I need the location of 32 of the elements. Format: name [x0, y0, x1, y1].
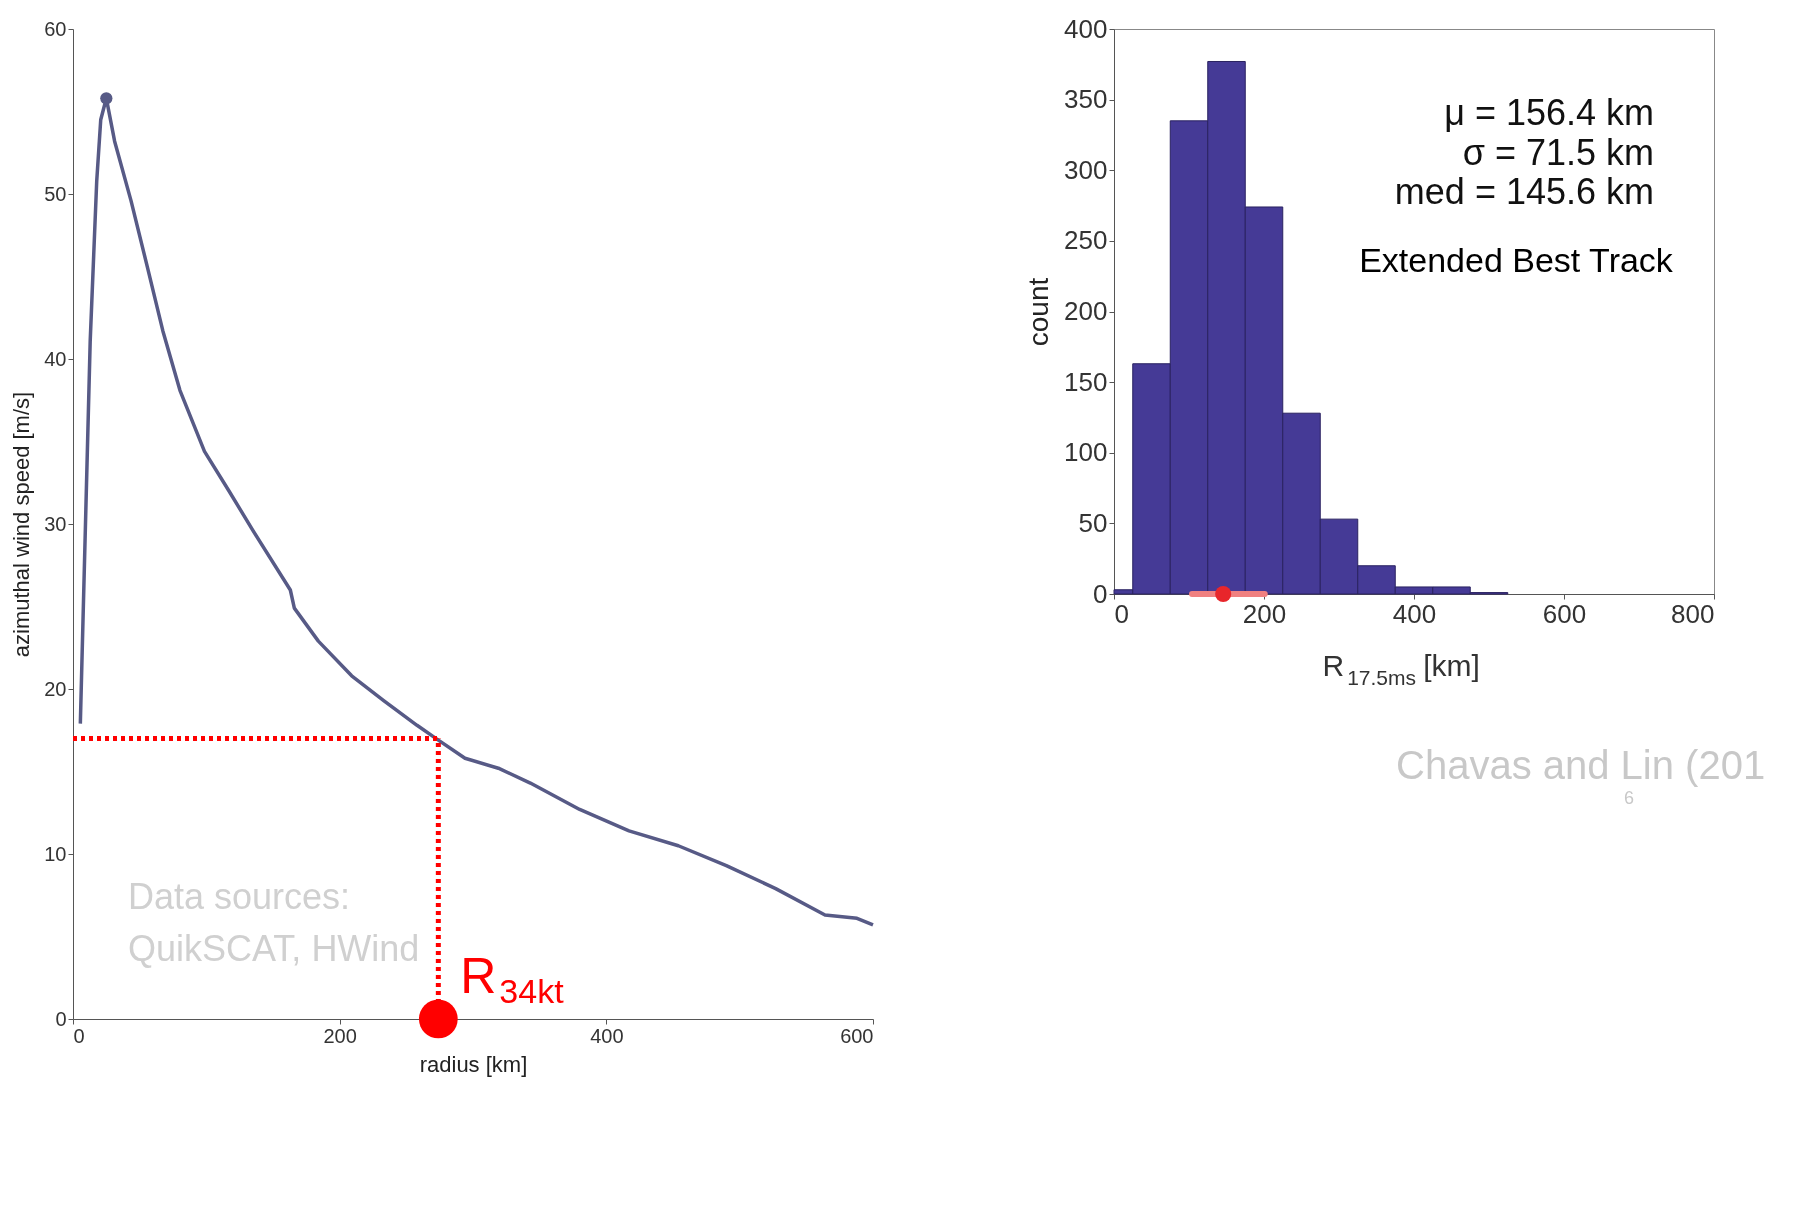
- annotation: med = 145.6 km: [1394, 171, 1654, 213]
- y-tick-label: 350: [1064, 84, 1108, 115]
- x-axis-title: radius [km]: [419, 1051, 528, 1077]
- y-tick-label: 300: [1064, 154, 1108, 185]
- y-tick-label: 0: [1093, 578, 1108, 609]
- y-tick-label: 20: [44, 677, 67, 700]
- y-tick-label: 10: [44, 842, 67, 865]
- y-tick-label: 250: [1064, 225, 1108, 256]
- x-tick-label: 400: [590, 1024, 624, 1047]
- y-tick-label: 100: [1064, 437, 1108, 468]
- y-tick-label: 200: [1064, 296, 1108, 326]
- y-axis-title: azimuthal wind speed [m/s]: [9, 391, 35, 658]
- y-tick-label: 30: [44, 512, 67, 535]
- y-tick-label: 50: [44, 182, 67, 205]
- y-tick-label: 150: [1064, 366, 1108, 397]
- y-axis-title: count: [1023, 277, 1055, 347]
- x-tick-label: 600: [1542, 598, 1587, 629]
- x-tick-label: 200: [323, 1024, 357, 1047]
- annotation: σ = 71.5 km: [1462, 131, 1654, 173]
- y-tick-label: 0: [55, 1007, 67, 1030]
- x-tick-label: 0: [73, 1024, 85, 1047]
- y-tick-label: 50: [1078, 507, 1108, 538]
- x-tick-label: 200: [1242, 598, 1287, 629]
- annotation: μ = 156.4 km: [1444, 92, 1654, 134]
- y-tick-label: 400: [1064, 13, 1108, 44]
- x-tick-label: 600: [840, 1024, 874, 1047]
- x-tick-label: 800: [1671, 598, 1715, 629]
- x-tick-label: 0: [1114, 598, 1129, 629]
- annotation: Extended Best Track: [1359, 240, 1674, 279]
- y-tick-label: 60: [44, 17, 67, 40]
- x-tick-label: 400: [1392, 598, 1437, 629]
- y-tick-label: 40: [44, 347, 67, 370]
